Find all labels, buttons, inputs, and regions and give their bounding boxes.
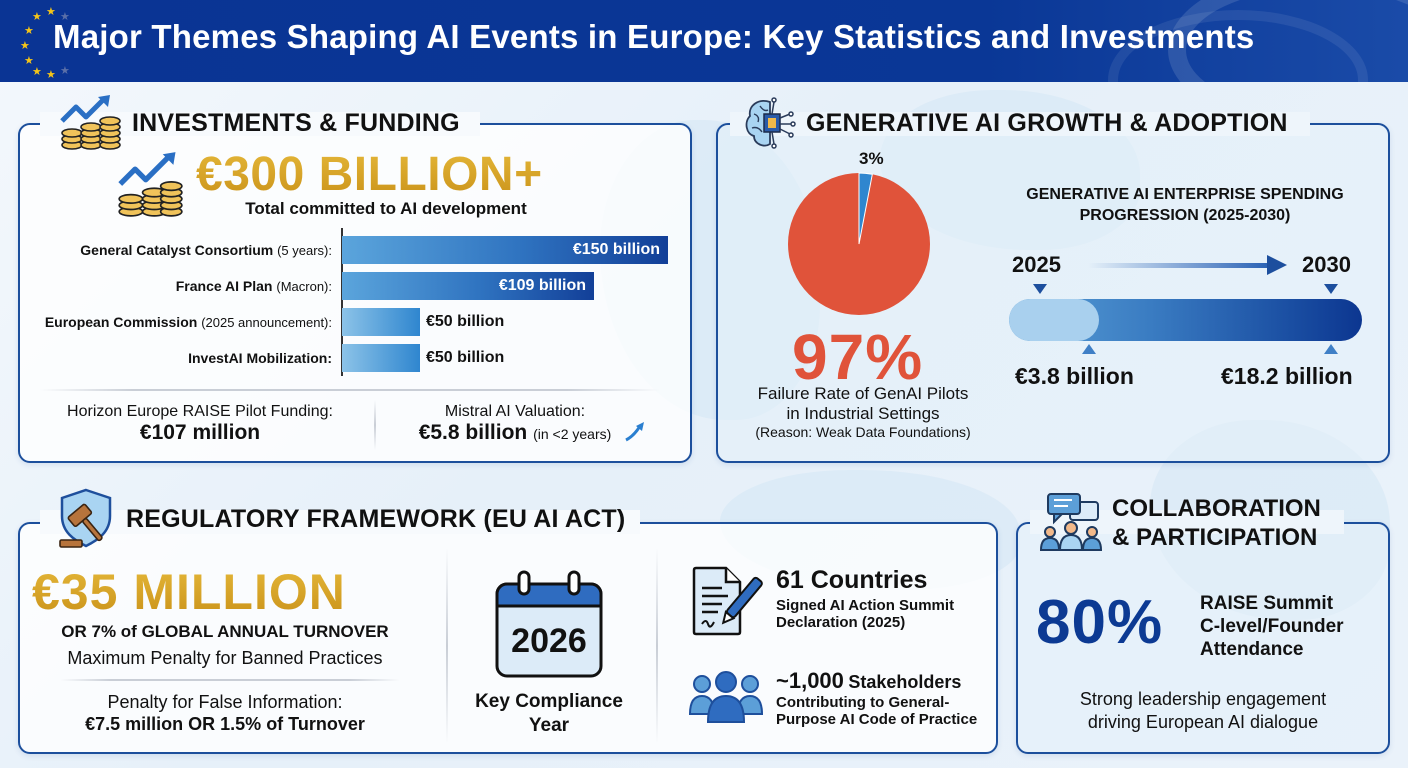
investments-title: INVESTMENTS & FUNDING xyxy=(132,108,460,137)
max-penalty-headline: €35 MILLION xyxy=(32,564,346,620)
collaboration-footer: Strong leadership engagement driving Eur… xyxy=(1079,689,1327,732)
calendar-year: 2026 xyxy=(511,622,587,660)
marker-up-icon xyxy=(1082,344,1096,354)
genai-title: GENERATIVE AI GROWTH & ADOPTION xyxy=(806,108,1288,137)
discussion-icon xyxy=(1040,493,1102,551)
marker-down-icon xyxy=(1324,284,1338,294)
bar xyxy=(342,308,420,336)
collaboration-header: COLLABORATION & PARTICIPATION xyxy=(1028,488,1333,558)
calendar-caption: Key Compliance Year xyxy=(475,691,623,736)
bar-row: European Commission (2025 announcement):… xyxy=(18,308,678,336)
divider xyxy=(374,400,376,450)
start-year: 2025 xyxy=(1012,252,1061,277)
genai-header: GENERATIVE AI GROWTH & ADOPTION xyxy=(732,96,1300,150)
false-info-label: Penalty for False Information: xyxy=(107,692,343,712)
header-banner: ★ ★ ★ ★ ★ ★ ★ ★ ★ Major Themes Shaping A… xyxy=(0,0,1408,82)
mistral-valuation: Mistral AI Valuation: €5.8 billion (in <… xyxy=(418,403,612,444)
brain-chip-icon xyxy=(745,97,796,149)
people-group-icon xyxy=(688,671,764,723)
end-year: 2030 xyxy=(1302,252,1351,277)
pie-small-label: 3% xyxy=(859,149,884,168)
divider xyxy=(40,389,660,391)
bar-value: €50 billion xyxy=(426,313,505,330)
bar-row: General Catalyst Consortium (5 years): €… xyxy=(18,236,678,264)
marker-up-icon xyxy=(1324,344,1338,354)
investments-header: INVESTMENTS & FUNDING xyxy=(46,95,472,150)
start-value: €3.8 billion xyxy=(1015,363,1134,389)
coins-growth-icon xyxy=(118,152,183,217)
failure-rate-caption: Failure Rate of GenAI Pilots in Industri… xyxy=(755,384,971,440)
total-investment-headline: €300 BILLION+ xyxy=(196,148,543,201)
failure-rate-stat: 97% xyxy=(792,321,924,393)
calendar-icon xyxy=(495,570,603,678)
coins-growth-icon xyxy=(60,95,121,150)
divider xyxy=(60,679,400,681)
bar-row: InvestAI Mobilization: €50 billion xyxy=(18,344,678,372)
bar-label: General Catalyst Consortium (5 years): xyxy=(80,242,332,258)
marker-down-icon xyxy=(1033,284,1047,294)
bar-label: European Commission (2025 announcement): xyxy=(44,314,332,330)
signed-document-icon xyxy=(692,566,763,636)
divider xyxy=(656,548,658,744)
bar xyxy=(342,344,420,372)
shield-gavel-icon xyxy=(59,488,112,548)
bar-label: InvestAI Mobilization: xyxy=(188,350,332,366)
bar: €109 billion xyxy=(342,272,594,300)
page-title: Major Themes Shaping AI Events in Europe… xyxy=(53,18,1255,55)
attendance-stat: 80% xyxy=(1036,588,1164,657)
false-info-value: €7.5 million OR 1.5% of Turnover xyxy=(85,714,365,734)
spending-progress-bar xyxy=(1009,299,1362,341)
bar: €150 billion xyxy=(342,236,668,264)
stakeholders-stat: ~1,000 Stakeholders Contributing to Gene… xyxy=(776,668,978,728)
max-penalty-line2: Maximum Penalty for Banned Practices xyxy=(67,648,383,668)
progression-arrow xyxy=(1088,263,1268,268)
total-investment-caption: Total committed to AI development xyxy=(245,199,527,218)
bar-value: €50 billion xyxy=(426,349,505,366)
regulatory-title: REGULATORY FRAMEWORK (EU AI ACT) xyxy=(126,504,626,533)
bar-label: France AI Plan (Macron): xyxy=(175,278,332,294)
countries-stat: 61 Countries Signed AI Action Summit Dec… xyxy=(776,566,955,631)
attendance-label: RAISE Summit C-level/Founder Attendance xyxy=(1200,593,1344,660)
regulatory-header: REGULATORY FRAMEWORK (EU AI ACT) xyxy=(44,488,637,550)
up-arrow-icon xyxy=(625,422,644,442)
divider xyxy=(446,548,448,744)
bar-row: France AI Plan (Macron): €109 billion xyxy=(18,272,678,300)
end-value: €18.2 billion xyxy=(1221,363,1353,389)
spending-title: GENERATIVE AI ENTERPRISE SPENDING PROGRE… xyxy=(1026,186,1344,224)
max-penalty-line1: OR 7% of GLOBAL ANNUAL TURNOVER xyxy=(61,622,389,641)
collaboration-title: COLLABORATION & PARTICIPATION xyxy=(1112,495,1321,551)
eu-stars-icon: ★ ★ ★ ★ ★ ★ ★ ★ ★ xyxy=(20,6,70,81)
spending-progress-start xyxy=(1009,299,1099,341)
arrow-head-icon xyxy=(1267,255,1287,275)
bar-axis xyxy=(341,228,343,376)
failure-rate-pie-chart xyxy=(788,172,930,315)
horizon-funding: Horizon Europe RAISE Pilot Funding: €107… xyxy=(67,403,333,444)
